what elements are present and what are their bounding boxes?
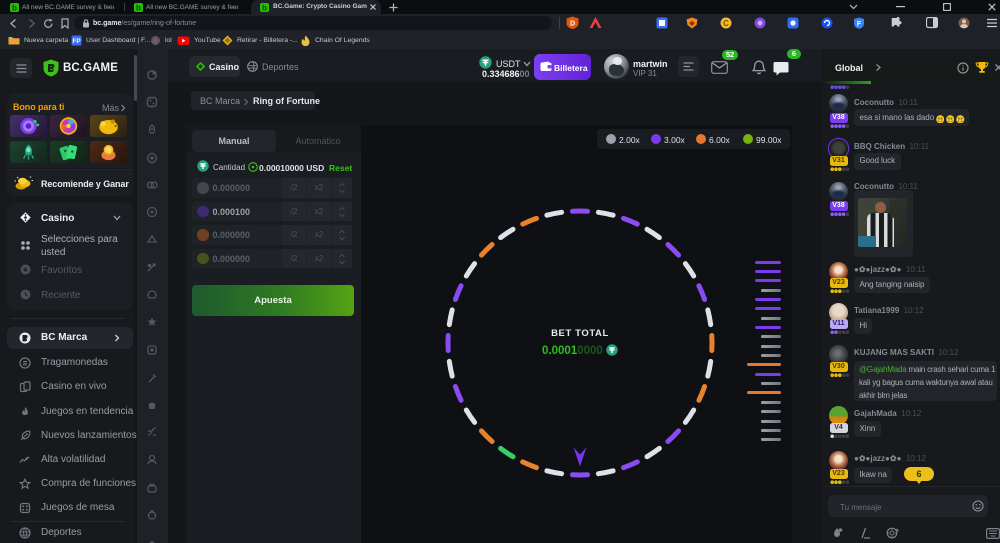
svg-text:D: D (570, 21, 575, 28)
svg-text:b: b (12, 4, 17, 13)
svg-text:C: C (723, 19, 729, 28)
svg-text:FP: FP (72, 38, 81, 45)
svg-text:b: b (136, 4, 141, 13)
svg-text:F: F (857, 21, 862, 28)
svg-text:b: b (262, 3, 267, 12)
